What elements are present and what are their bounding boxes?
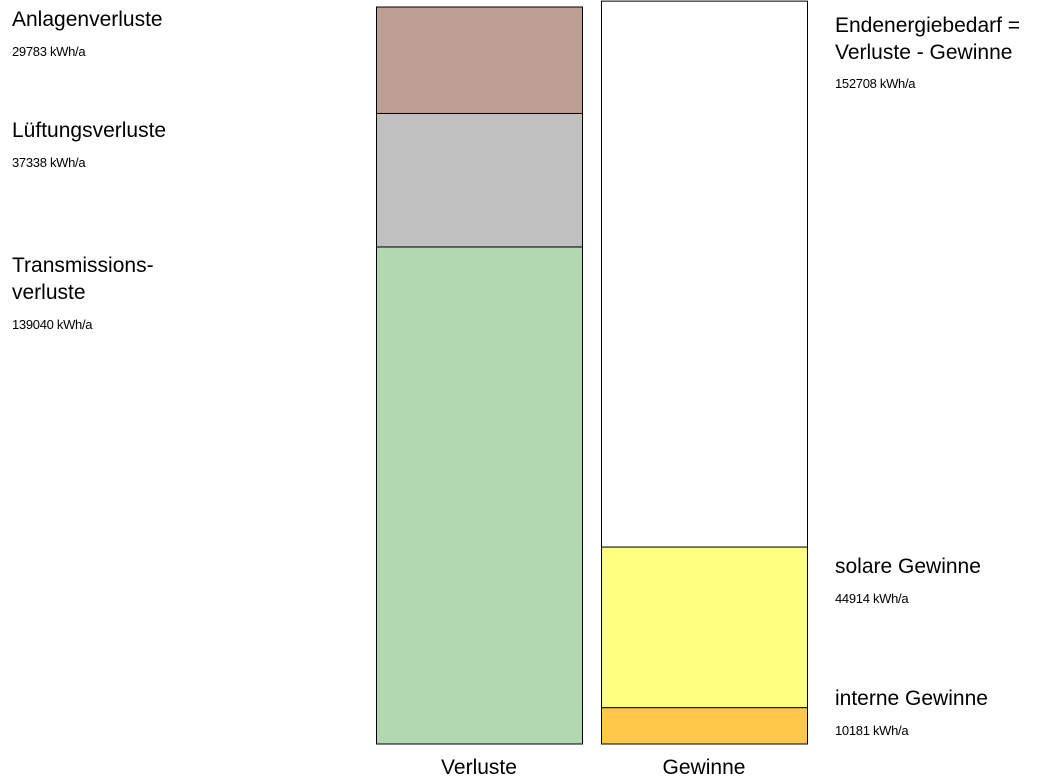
label-anlagenverluste-text: Anlagenverluste <box>12 8 163 31</box>
label-endenergiebedarf-line2: Verluste - Gewinne <box>835 41 1013 64</box>
value-endenergiebedarf: 152708 kWh/a <box>835 76 916 91</box>
label-transmissionsverluste-line2: verluste <box>12 281 86 304</box>
label-anlagenverluste: Anlagenverluste <box>12 6 163 33</box>
value-anlagenverluste: 29783 kWh/a <box>12 44 86 59</box>
bar-segment-transmissions-verluste <box>376 246 583 745</box>
value-solare-gewinne: 44914 kWh/a <box>835 591 909 606</box>
category-label-gewinne: Gewinne <box>662 756 746 779</box>
bar-segment-solare-gewinne <box>601 546 808 709</box>
label-endenergiebedarf: Endenergiebedarf = Verluste - Gewinne <box>835 12 1020 66</box>
label-interne-gewinne-text: interne Gewinne <box>835 687 988 710</box>
value-interne-gewinne: 10181 kWh/a <box>835 723 909 738</box>
label-solare-gewinne-text: solare Gewinne <box>835 555 981 578</box>
value-transmissionsverluste: 139040 kWh/a <box>12 317 93 332</box>
label-solare-gewinne: solare Gewinne <box>835 553 981 580</box>
label-transmissionsverluste: Transmissions- verluste <box>12 252 154 306</box>
bar-segment-lüftungsverluste <box>376 112 583 248</box>
bar-segment-interne-gewinne <box>601 707 808 745</box>
label-endenergiebedarf-line1: Endenergiebedarf = <box>835 14 1021 37</box>
label-transmissionsverluste-line1: Transmissions- <box>12 254 154 277</box>
label-lueftungsverluste-text: Lüftungsverluste <box>12 119 167 142</box>
value-lueftungsverluste: 37338 kWh/a <box>12 155 86 170</box>
category-label-verluste: Verluste <box>441 756 517 779</box>
label-lueftungsverluste: Lüftungsverluste <box>12 117 166 144</box>
bar-segment-anlagenverluste <box>376 6 583 114</box>
label-interne-gewinne: interne Gewinne <box>835 685 988 712</box>
bar-segment-endenergiebedarf-verluste-gewinne <box>601 0 808 548</box>
